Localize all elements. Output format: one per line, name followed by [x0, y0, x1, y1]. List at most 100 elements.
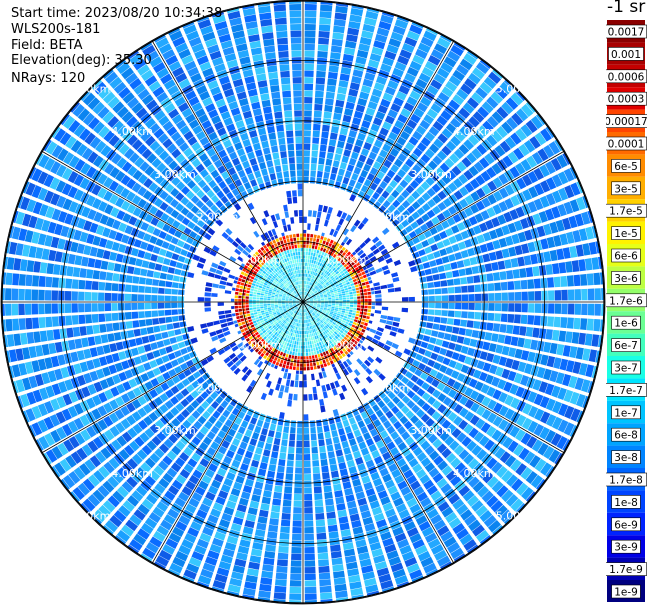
heatmap-cell	[476, 449, 488, 461]
heatmap-cell	[259, 583, 272, 592]
heatmap-cell	[530, 253, 539, 265]
heatmap-cell	[460, 249, 469, 259]
heatmap-cell	[359, 252, 367, 260]
heatmap-cell	[331, 222, 338, 230]
heatmap-cell	[271, 505, 281, 513]
heatmap-cell	[276, 397, 282, 405]
heatmap-cell	[399, 367, 408, 375]
heatmap-cell	[488, 343, 497, 353]
heatmap-cell	[423, 429, 434, 439]
heatmap-cell	[325, 404, 332, 412]
heatmap-cell	[336, 93, 346, 101]
heatmap-cell	[406, 240, 415, 248]
heatmap-cell	[366, 327, 371, 331]
heatmap-cell	[560, 275, 568, 287]
heatmap-cell	[421, 402, 431, 412]
heatmap-cell	[387, 311, 395, 316]
heatmap-cell	[306, 366, 310, 371]
heatmap-cell	[363, 163, 372, 172]
heatmap-cell	[348, 179, 356, 187]
heatmap-cell	[311, 380, 316, 387]
heatmap-cell	[491, 111, 504, 124]
heatmap-cell	[416, 142, 427, 152]
heatmap-cell	[304, 284, 306, 288]
heatmap-cell	[501, 292, 508, 301]
heatmap-cell	[433, 233, 442, 242]
heatmap-cell	[387, 283, 394, 289]
heatmap-cell	[426, 275, 434, 282]
heatmap-cell	[436, 115, 448, 127]
heatmap-cell	[328, 268, 332, 273]
heatmap-cell	[432, 250, 441, 259]
heatmap-cell	[151, 294, 158, 302]
heatmap-cell	[333, 331, 338, 335]
heatmap-cell	[393, 497, 404, 507]
heatmap-cell	[315, 413, 321, 420]
heatmap-cell	[361, 318, 366, 322]
heatmap-cell	[558, 262, 567, 274]
heatmap-cell	[317, 432, 324, 440]
heatmap-cell	[564, 405, 575, 419]
heatmap-cell	[357, 265, 363, 270]
heatmap-cell	[191, 313, 199, 319]
heatmap-cell	[318, 392, 323, 400]
heatmap-cell	[325, 505, 335, 513]
heatmap-cell	[332, 332, 336, 337]
heatmap-cell	[268, 464, 277, 472]
heatmap-cell	[308, 393, 313, 401]
heatmap-cell	[304, 123, 312, 131]
heatmap-cell	[315, 90, 324, 98]
heatmap-cell	[406, 527, 419, 538]
heatmap-cell	[424, 350, 433, 358]
heatmap-cell	[316, 269, 320, 273]
heatmap-cell	[408, 308, 415, 314]
heatmap-cell	[334, 415, 341, 423]
heatmap-cell	[258, 434, 267, 442]
heatmap-cell	[341, 352, 346, 358]
heatmap-cell	[406, 205, 416, 214]
heatmap-cell	[342, 220, 349, 228]
heatmap-cell	[436, 212, 446, 222]
heatmap-cell	[326, 290, 330, 293]
heatmap-cell	[418, 249, 426, 257]
heatmap-cell	[328, 303, 332, 305]
heatmap-cell	[543, 144, 555, 158]
heatmap-cell	[368, 151, 378, 161]
heatmap-cell	[343, 404, 351, 413]
heatmap-cell	[328, 279, 332, 283]
heatmap-cell	[328, 274, 333, 278]
heatmap-cell	[340, 241, 346, 247]
heatmap-cell	[348, 129, 358, 138]
heatmap-cell	[313, 280, 317, 284]
heatmap-cell	[304, 291, 306, 295]
heatmap-cell	[460, 319, 468, 327]
heatmap-cell	[364, 393, 373, 402]
heatmap-cell	[426, 485, 438, 496]
heatmap-cell	[317, 368, 322, 373]
heatmap-cell	[432, 205, 441, 215]
heatmap-cell	[516, 108, 529, 122]
heatmap-cell	[533, 393, 544, 406]
heatmap-cell	[340, 529, 352, 538]
heatmap-cell	[335, 303, 339, 306]
heatmap-cell	[262, 564, 274, 572]
heatmap-cell	[511, 233, 520, 245]
heatmap-cell	[478, 331, 486, 340]
heatmap-cell	[534, 458, 547, 472]
heatmap-cell	[331, 355, 336, 360]
heatmap-cell	[390, 368, 399, 377]
heatmap-cell	[502, 436, 514, 449]
heatmap-cell	[115, 341, 124, 351]
heatmap-cell	[426, 385, 436, 395]
heatmap-cell	[217, 298, 224, 302]
heatmap-cell	[479, 81, 493, 94]
heatmap-cell	[316, 177, 322, 185]
heatmap-cell	[446, 318, 454, 325]
heatmap-cell	[310, 278, 314, 283]
heatmap-cell	[323, 111, 332, 119]
heatmap-cell	[332, 346, 337, 351]
heatmap-cell	[374, 290, 382, 294]
heatmap-cell	[562, 152, 571, 165]
heatmap-cell	[317, 546, 328, 554]
heatmap-cell	[306, 311, 309, 316]
